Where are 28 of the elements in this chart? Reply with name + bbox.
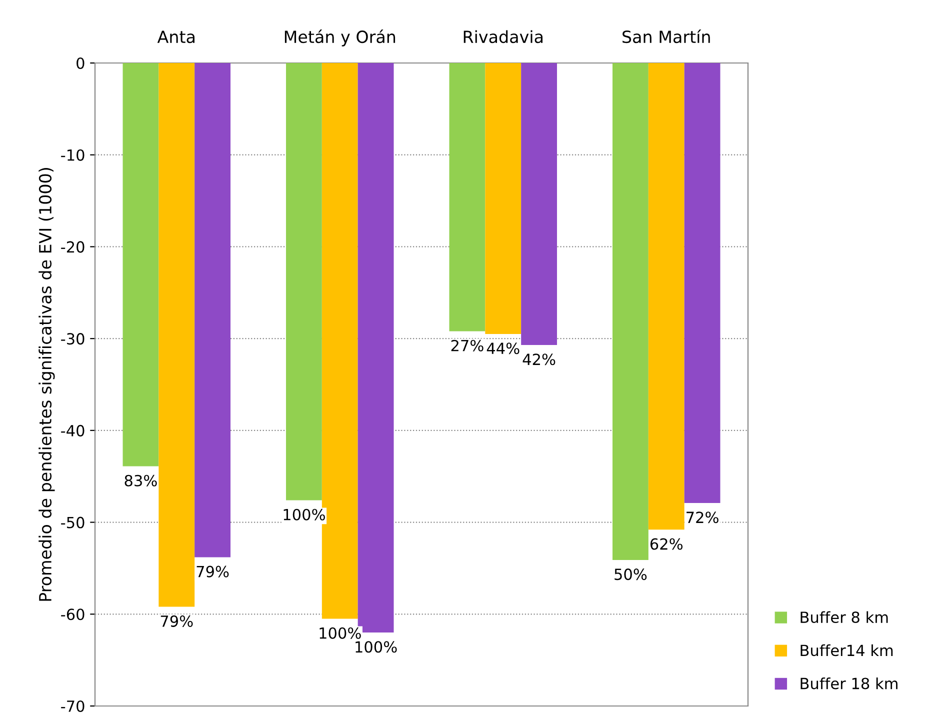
x-tick-label: Metán y Orán — [284, 30, 396, 46]
legend-label: Buffer 8 km — [800, 611, 888, 624]
annotation: 42% — [522, 354, 556, 366]
y-tick-label: -70 — [61, 700, 84, 712]
y-tick-label: -40 — [61, 424, 84, 436]
y-tick-label: -60 — [61, 608, 84, 620]
legend-label: Buffer 18 km — [800, 677, 898, 690]
annotation: 100% — [356, 641, 397, 653]
annotation: 72% — [686, 512, 718, 524]
x-tick-label: Anta — [157, 30, 194, 44]
x-tick-label: Rivadavia — [464, 30, 543, 44]
y-tick-label: -10 — [61, 149, 84, 161]
annotation: 79% — [160, 615, 193, 627]
y-axis-title: Promedio de pendientes significativas de EVI (1000) — [38, 168, 55, 601]
annotation: 44% — [486, 342, 520, 354]
y-tick-label: -30 — [61, 333, 84, 345]
x-tick-label: San Martín — [622, 30, 710, 44]
y-tick-label: 0 — [76, 57, 84, 70]
annotation: 79% — [196, 566, 229, 578]
annotation: 100% — [320, 627, 361, 639]
annotation: 100% — [284, 508, 325, 520]
annotation: 50% — [614, 568, 647, 580]
annotation: 62% — [650, 538, 683, 550]
y-tick-label: -50 — [61, 516, 84, 528]
annotation: 27% — [451, 340, 484, 352]
legend-label: Buffer14 km — [800, 644, 893, 656]
y-tick-label: -20 — [61, 241, 84, 253]
annotation: 83% — [124, 474, 157, 486]
